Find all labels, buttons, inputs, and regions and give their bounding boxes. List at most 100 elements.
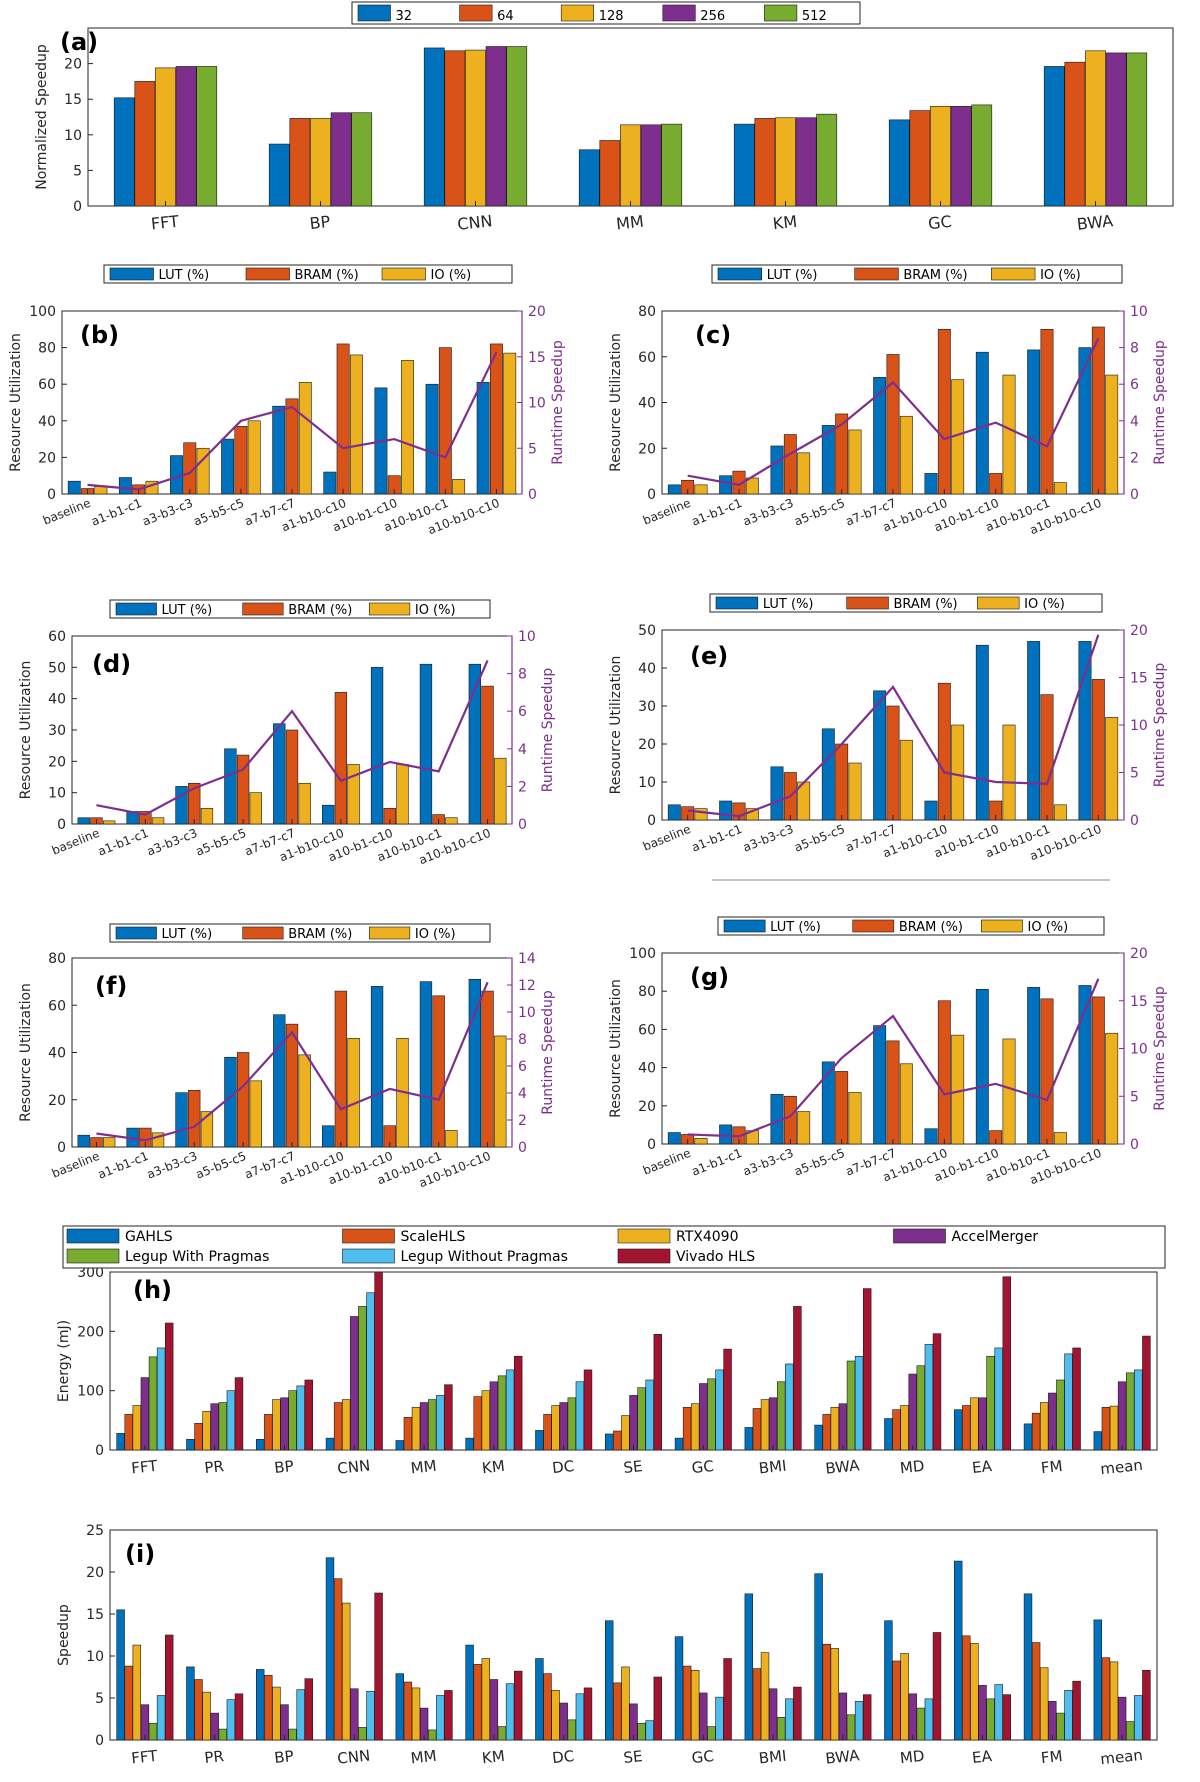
bar-vivado-hls — [1002, 1276, 1011, 1451]
y2-tick-label: 0 — [1130, 813, 1139, 829]
y-axis-label: Resource Utilization — [608, 333, 624, 472]
bar-gahls — [535, 1658, 544, 1741]
y2-axis-label: Runtime Speedup — [1152, 986, 1168, 1111]
bar-scalehls — [822, 1414, 831, 1451]
x-tick-label: MM — [410, 1747, 438, 1768]
bar-io- — [298, 382, 312, 495]
bar-gahls — [535, 1430, 544, 1451]
bar-bram- — [285, 398, 299, 495]
bar-gahls — [325, 1437, 335, 1451]
x-tick-label: a1-b1-c1 — [96, 1149, 151, 1182]
bar-legup-with-pragmas — [427, 1399, 437, 1451]
y2-tick-label: 6 — [518, 1059, 527, 1075]
bar-accelmerger — [489, 1679, 499, 1741]
bar-io- — [102, 1137, 116, 1148]
x-tick-label: BP — [273, 1747, 294, 1767]
bar-scalehls — [892, 1409, 901, 1451]
bar-gahls — [814, 1573, 823, 1741]
x-tick-label: MD — [899, 1457, 925, 1477]
panel-label: (d) — [92, 650, 131, 678]
bar-legup-with-pragmas — [567, 1397, 577, 1451]
bar-64 — [444, 50, 466, 207]
y-tick-label: 15 — [86, 1607, 104, 1623]
bar-gahls — [1093, 1431, 1103, 1451]
x-tick-label: a5-b5-c5 — [792, 1146, 847, 1179]
x-tick-label: KM — [772, 212, 798, 233]
x-tick-label: DC — [551, 1747, 575, 1767]
y-tick-label: 80 — [48, 951, 66, 967]
y-tick-label: 40 — [638, 661, 656, 677]
bar-vivado-hls — [374, 1592, 383, 1741]
bar-scalehls — [333, 1402, 343, 1451]
bar-vivado-hls — [793, 1306, 802, 1451]
bar-bram- — [835, 743, 849, 821]
bar-scalehls — [264, 1675, 273, 1741]
bar-accelmerger — [699, 1692, 708, 1741]
bar-gahls — [884, 1620, 893, 1741]
legend-swatch — [893, 1228, 946, 1244]
legend-swatch — [342, 1228, 395, 1244]
x-tick-label: EA — [971, 1457, 993, 1477]
bar-vivado-hls — [1142, 1335, 1151, 1451]
y-tick-label: 10 — [64, 128, 82, 144]
bar-gahls — [256, 1439, 265, 1451]
y2-tick-label: 8 — [518, 667, 527, 683]
bar-legup-with-pragmas — [986, 1698, 995, 1741]
bar-scalehls — [962, 1405, 971, 1451]
bar-scalehls — [333, 1578, 343, 1741]
x-tick-label: mean — [1099, 1746, 1143, 1768]
bar-vivado-hls — [862, 1288, 872, 1451]
bar-scalehls — [403, 1417, 413, 1451]
bar-rtx4090 — [132, 1644, 142, 1741]
bar-32 — [888, 119, 910, 207]
bar-32 — [1043, 66, 1065, 207]
bar-legup-with-pragmas — [1056, 1379, 1065, 1451]
bar-io- — [1002, 724, 1016, 821]
bar-gahls — [395, 1440, 405, 1451]
x-tick-label: FFT — [150, 212, 180, 234]
bar-512 — [661, 123, 683, 207]
legend-label: LUT (%) — [162, 603, 213, 618]
y-tick-label: 40 — [638, 1061, 656, 1077]
bar-bram- — [285, 729, 299, 825]
x-tick-label: EA — [971, 1747, 993, 1767]
bar-io- — [1002, 374, 1016, 495]
y-tick-label: 20 — [86, 1565, 104, 1581]
y-axis-label: Energy (mJ) — [56, 1320, 72, 1402]
x-tick-label: BMI — [758, 1457, 787, 1478]
bar-rtx4090 — [551, 1690, 560, 1741]
x-tick-label: FFT — [130, 1747, 159, 1768]
y-tick-label: 60 — [638, 350, 656, 366]
bar-lut- — [975, 644, 989, 821]
x-tick-label: GC — [691, 1457, 715, 1477]
x-tick-label: SE — [623, 1747, 644, 1767]
bar-accelmerger — [559, 1702, 568, 1741]
bar-gahls — [465, 1644, 474, 1741]
y2-tick-label: 15 — [1130, 994, 1148, 1010]
bar-bram- — [783, 1095, 797, 1145]
bar-lut- — [1078, 985, 1092, 1145]
bar-lut- — [1027, 641, 1041, 821]
bar-gahls — [605, 1433, 614, 1451]
bar-64 — [1064, 61, 1086, 207]
bar-scalehls — [682, 1406, 692, 1451]
bar-lut- — [77, 817, 90, 825]
bar-legup-with-pragmas — [637, 1722, 646, 1741]
bar-gahls — [814, 1424, 823, 1451]
x-tick-label: BWA — [825, 1456, 861, 1478]
y-tick-label: 40 — [638, 396, 656, 412]
bar-bram- — [886, 705, 900, 821]
bar-legup-without-pragmas — [296, 1385, 305, 1451]
bar-128 — [775, 117, 796, 207]
bar-lut- — [273, 723, 286, 825]
x-tick-label: FFT — [130, 1457, 159, 1478]
panel-label: (c) — [695, 321, 731, 349]
x-tick-label: a3-b3-c3 — [741, 496, 796, 529]
x-tick-label: CNN — [336, 1456, 371, 1477]
bar-gahls — [674, 1636, 684, 1741]
bar-gahls — [605, 1620, 614, 1741]
bar-scalehls — [1101, 1406, 1111, 1451]
legend-label: IO (%) — [1028, 920, 1069, 935]
bar-scalehls — [1031, 1412, 1041, 1451]
